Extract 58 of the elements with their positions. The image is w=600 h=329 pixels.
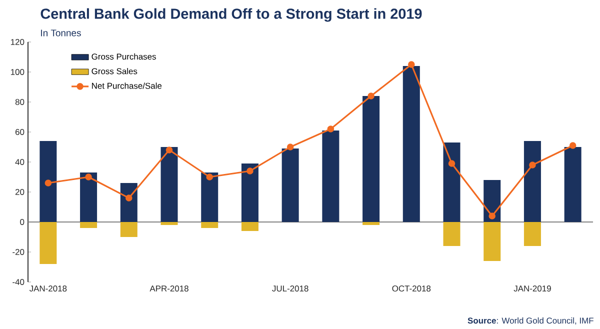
bar xyxy=(443,222,460,246)
legend-label: Gross Sales xyxy=(92,68,138,74)
y-tick-label: 0 xyxy=(20,219,24,225)
point xyxy=(286,144,294,150)
legend-label: Net Purchase/Sale xyxy=(92,82,162,89)
legend-label: Gross Purchases xyxy=(92,53,156,60)
bar xyxy=(524,222,541,246)
y-tick-label: 60 xyxy=(16,129,24,135)
point xyxy=(206,174,213,180)
bar xyxy=(80,222,98,228)
chart-title: Central Bank Gold Demand Off to a Strong Start in 2019 xyxy=(40,8,422,22)
y-tick-label: 20 xyxy=(15,189,24,195)
x-tick-label: JAN-2018 xyxy=(29,286,67,292)
bar xyxy=(484,222,501,261)
bar xyxy=(40,141,57,222)
bar xyxy=(40,222,57,264)
x-tick-label: JUL-2018 xyxy=(272,286,308,292)
point xyxy=(408,61,415,68)
point xyxy=(246,168,254,174)
bar xyxy=(322,130,340,222)
y-tick-label: 100 xyxy=(10,69,24,75)
bar xyxy=(402,66,420,222)
y-tick-label: -20 xyxy=(12,249,24,255)
bar xyxy=(120,183,138,222)
x-tick-label: OCT-2018 xyxy=(392,286,431,292)
y-tick-label: -40 xyxy=(12,279,24,285)
point xyxy=(529,162,536,168)
point xyxy=(448,160,456,167)
point xyxy=(569,142,576,149)
y-tick-label: 80 xyxy=(15,99,24,105)
bar xyxy=(201,172,218,222)
bar xyxy=(282,148,299,222)
bar xyxy=(241,164,258,222)
bar xyxy=(241,222,258,231)
x-tick-label: APR-2018 xyxy=(150,286,188,292)
bar xyxy=(564,147,582,222)
chart-subtitle: In Tonnes xyxy=(41,30,81,36)
point xyxy=(488,212,496,220)
bar xyxy=(160,147,178,222)
y-tick-label: 120 xyxy=(10,39,24,45)
point xyxy=(368,92,374,100)
bar xyxy=(362,222,380,225)
bar xyxy=(201,222,218,228)
bar xyxy=(80,172,98,222)
point xyxy=(166,146,173,154)
bar xyxy=(484,180,501,222)
bar xyxy=(362,96,380,222)
point xyxy=(85,174,92,180)
text: Source: World Gold Council, IMF xyxy=(468,317,594,325)
bar xyxy=(524,141,541,222)
bar xyxy=(443,142,460,222)
point xyxy=(327,126,334,132)
x-tick-label: JAN-2019 xyxy=(514,286,551,292)
bar xyxy=(120,222,138,237)
point xyxy=(126,194,132,202)
bar xyxy=(160,222,178,225)
y-tick-label: 40 xyxy=(15,159,24,165)
point xyxy=(44,180,52,186)
